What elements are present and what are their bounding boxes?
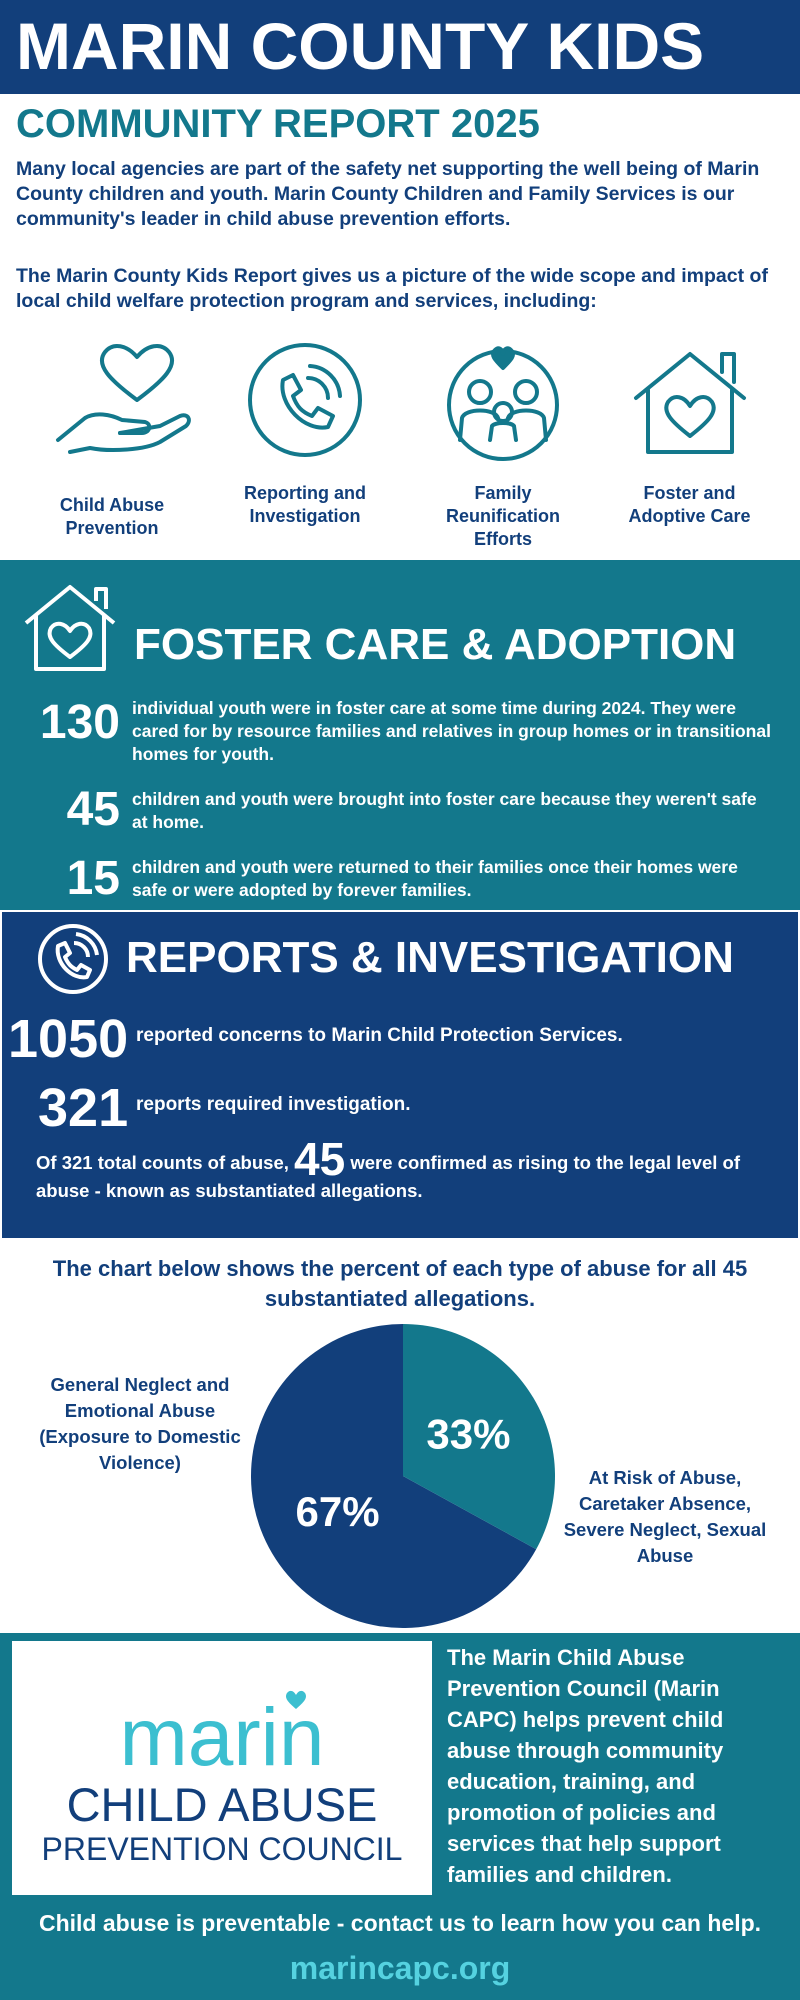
family-icon: [447, 346, 559, 461]
intro-paragraph: The Marin County Kids Report gives us a …: [16, 265, 768, 312]
value-label: 67%: [296, 1488, 380, 1535]
title: MARIN COUNTY KIDS: [16, 9, 705, 83]
logo-heart: [286, 1690, 306, 1709]
house-heart-icon: [634, 352, 746, 454]
subtitle: COMMUNITY REPORT 2025: [16, 102, 540, 146]
section-heading: REPORTS & INVESTIGATION: [126, 933, 734, 982]
service-label: Foster and Adoptive Care: [628, 483, 751, 526]
header-band: [0, 0, 800, 94]
phone-icon: [248, 343, 362, 457]
stat-number: 15: [66, 852, 120, 905]
service-label: Family Reunification Efforts: [445, 483, 560, 549]
category-label: At Risk of Abuse, Caretaker Absence, Sev…: [563, 1467, 767, 1566]
stat-number: 1050: [8, 1009, 129, 1069]
call-to-action: Child abuse is preventable - contact us …: [38, 1910, 762, 1936]
logo-line: CHILD ABUSE: [66, 1778, 378, 1831]
service-label: Child Abuse Prevention: [59, 495, 165, 538]
value-label: 33%: [426, 1410, 510, 1457]
logo-box: marin CHILD ABUSE PREVENTION COUNCIL: [12, 1641, 432, 1895]
intro-paragraph: Many local agencies are part of the safe…: [16, 158, 760, 230]
stat-number: 321: [38, 1078, 129, 1138]
stat-text: individual youth were in foster care at …: [132, 698, 771, 764]
substantiated-suffix: were confirmed as rising to the legal le…: [36, 1152, 740, 1201]
pie-slice: [250, 1324, 537, 1628]
stat-text: reported concerns to Marin Child Protect…: [136, 1025, 623, 1046]
stat-text: children and youth were brought into fos…: [132, 789, 757, 832]
chart-title: The chart below shows the percent of eac…: [52, 1256, 748, 1311]
foster-section: [0, 560, 800, 910]
category-label: General Neglect and Emotional Abuse (Exp…: [39, 1374, 241, 1473]
website-link[interactable]: marincapc.org: [289, 1950, 511, 1986]
substantiated-prefix: Of 321 total counts of abuse,: [36, 1152, 289, 1173]
logo-word: marin: [119, 1692, 325, 1783]
pie-slice: [403, 1324, 555, 1550]
phone-icon: [38, 924, 108, 994]
pie-chart: 67% 33%: [250, 1324, 555, 1628]
council-description: The Marin Child Abuse Prevention Council…: [447, 1645, 724, 1887]
service-icons: [56, 343, 746, 461]
house-heart-icon: [24, 585, 116, 671]
stat-number: 130: [39, 696, 120, 749]
heart-hand-icon: [56, 344, 191, 454]
reports-section: [2, 912, 798, 1238]
stat-text: children and youth were returned to thei…: [132, 857, 738, 900]
section-heading: FOSTER CARE & ADOPTION: [134, 620, 737, 669]
service-label: Reporting and Investigation: [244, 483, 366, 526]
substantiated-text: Of 321 total counts of abuse, 45 were co…: [36, 1136, 776, 1205]
stat-number: 45: [66, 783, 120, 836]
logo-line: PREVENTION COUNCIL: [41, 1831, 403, 1867]
stat-text: reports required investigation.: [136, 1094, 411, 1115]
substantiated-number: 45: [294, 1133, 346, 1185]
